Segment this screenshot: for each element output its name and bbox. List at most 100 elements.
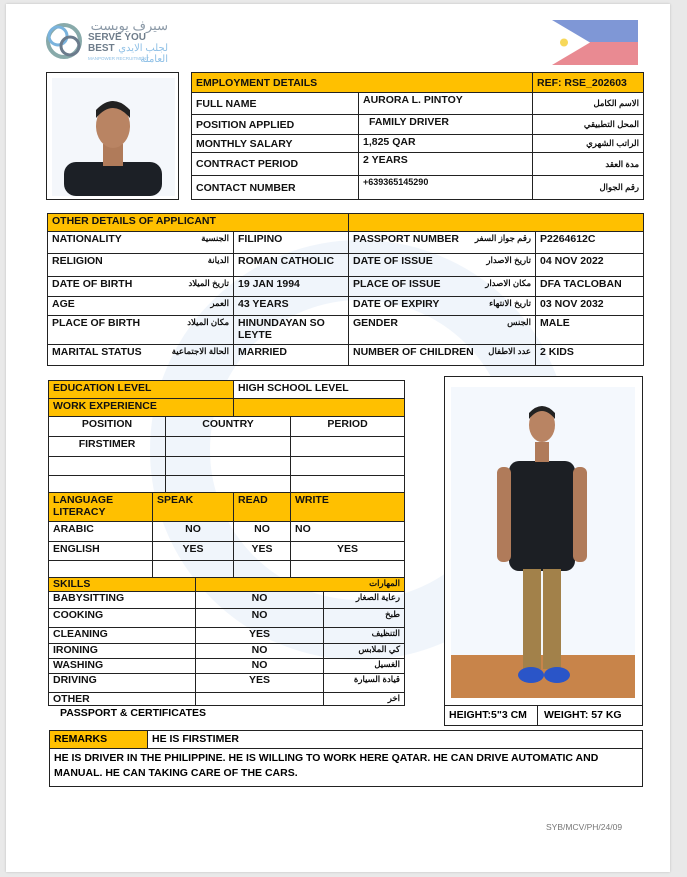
- passport-certificates-label: PASSPORT & CERTIFICATES: [60, 707, 207, 719]
- table-row: BABYSITTING NO رعاية الصغار: [48, 591, 405, 609]
- skill: DRIVING: [48, 673, 196, 693]
- label-cell: AGE العمر: [47, 296, 234, 316]
- label: PLACE OF ISSUE: [353, 278, 441, 290]
- col-header: SPEAK: [151, 492, 235, 522]
- remarks-text: HE IS DRIVER IN THE PHILIPPINE. HE IS WI…: [54, 752, 599, 779]
- position-value: FAMILY DRIVER: [357, 114, 534, 135]
- table-row: [48, 475, 406, 493]
- skill-value: YES: [195, 627, 324, 644]
- skills-title-ar: المهارات: [195, 577, 405, 592]
- value: 43 YEARS: [232, 296, 350, 316]
- table-row: ARABIC NO NO NO: [48, 521, 406, 542]
- label-cell: NATIONALITY الجنسية: [47, 231, 234, 254]
- remarks-box: REMARKS HE IS FIRSTIMER HE IS DRIVER IN …: [49, 730, 643, 787]
- col-header: COUNTRY: [164, 416, 292, 437]
- ref-number: REF: RSE_202603: [532, 72, 645, 93]
- table-row: DRIVING YES قيادة السيارة: [48, 673, 405, 693]
- label-ar: تاريخ الاصدار: [486, 255, 532, 265]
- label: POSITION APPLIED: [191, 114, 359, 135]
- table-row: CLEANING YES التنظيف: [48, 627, 405, 644]
- skill: BABYSITTING: [48, 591, 196, 609]
- logo-knot-icon: [46, 23, 82, 59]
- label: RELIGION: [52, 255, 103, 267]
- skill: WASHING: [48, 658, 196, 674]
- label-ar: تاريخ الميلاد: [188, 278, 229, 288]
- label-cell: PLACE OF ISSUE مكان الاصدار: [348, 276, 537, 297]
- skill-ar: التنظيف: [323, 627, 405, 644]
- language: ARABIC: [48, 521, 153, 542]
- label-ar: المحل التطبيقي: [532, 114, 645, 135]
- skill-value: NO: [195, 591, 324, 609]
- skill: CLEANING: [48, 627, 196, 644]
- label-ar: الجنس: [507, 317, 532, 327]
- skill-value: NO: [195, 658, 324, 674]
- company-logo: سيرف يوبست SERVE YOU BEST لجلب الايدي ال…: [44, 18, 174, 66]
- table-row: [48, 456, 406, 476]
- table-row: NATIONALITY الجنسية FILIPINO PASSPORT NUMBE…: [47, 231, 645, 254]
- table-row: RELIGION الديانة ROMAN CATHOLIC DATE OF ISS…: [47, 253, 645, 277]
- label: CONTRACT PERIOD: [191, 152, 359, 176]
- work-cell: [48, 456, 166, 476]
- label-ar: الديانة: [207, 255, 229, 265]
- remarks-label: REMARKS: [50, 731, 148, 749]
- label-ar: الحالة الاجتماعية: [171, 346, 229, 356]
- write: NO: [290, 521, 406, 542]
- table-row: FIRSTIMER: [48, 436, 406, 457]
- work-cell: [164, 456, 292, 476]
- contact-value: +639365145290: [357, 175, 534, 200]
- value: FILIPINO: [232, 231, 350, 254]
- skills-title: SKILLS: [48, 577, 196, 592]
- philippines-flag-icon: [552, 20, 638, 65]
- label-ar: رقم الجوال: [532, 175, 645, 200]
- table-row: COOKING NO طبخ: [48, 608, 405, 628]
- label-cell: DATE OF ISSUE تاريخ الاصدار: [348, 253, 537, 277]
- remarks-headline: HE IS FIRSTIMER: [148, 731, 642, 749]
- label: FULL NAME: [191, 92, 359, 115]
- employment-details-table: EMPLOYMENT DETAILS REF: RSE_202603 FULL N…: [190, 72, 645, 200]
- label-ar: رقم جواز السفر: [474, 233, 532, 243]
- education-value: HIGH SCHOOL LEVEL: [233, 380, 406, 399]
- work-cell: [164, 475, 292, 493]
- education-work-table: EDUCATION LEVEL HIGH SCHOOL LEVEL WORK EX…: [47, 380, 406, 578]
- speak: [151, 560, 235, 578]
- label-ar: تاريخ الانتهاء: [489, 298, 532, 308]
- label-cell: GENDER الجنس: [348, 315, 537, 345]
- label-cell: DATE OF EXPIRY تاريخ الانتهاء: [348, 296, 537, 316]
- label: NUMBER OF CHILDREN: [353, 346, 474, 358]
- label: GENDER: [353, 317, 398, 329]
- read: YES: [233, 541, 292, 561]
- label-cell: PASSPORT NUMBER رقم جواز السفر: [348, 231, 537, 254]
- label-cell: PLACE OF BIRTH مكان الميلاد: [47, 315, 234, 345]
- value: 19 JAN 1994: [232, 276, 350, 297]
- label: CONTACT NUMBER: [191, 175, 359, 200]
- label-ar: عدد الاطفال: [488, 346, 532, 356]
- label-ar: مدة العقد: [532, 152, 645, 176]
- label: DATE OF BIRTH: [52, 278, 133, 290]
- work-cell: [290, 475, 406, 493]
- education-label: EDUCATION LEVEL: [47, 380, 235, 399]
- work-cell: [290, 436, 406, 457]
- label: DATE OF ISSUE: [353, 255, 433, 267]
- skill-ar: قيادة السيارة: [323, 673, 405, 693]
- table-row: ENGLISH YES YES YES: [48, 541, 406, 561]
- full-body-photo-frame: HEIGHT:5"3 CM WEIGHT: 57 KG: [444, 376, 643, 726]
- work-experience-title: WORK EXPERIENCE: [47, 398, 235, 417]
- col-header: WRITE: [290, 492, 406, 522]
- height-value: HEIGHT:5"3 CM: [445, 705, 538, 726]
- read: NO: [233, 521, 292, 542]
- label: NATIONALITY: [52, 233, 122, 245]
- table-row: OTHER اخر: [48, 692, 405, 706]
- skill-ar: الغسيل: [323, 658, 405, 674]
- value: 03 NOV 2032: [535, 296, 645, 316]
- speak: NO: [151, 521, 235, 542]
- label: MARITAL STATUS: [52, 346, 142, 358]
- language: ENGLISH: [48, 541, 153, 561]
- label: PASSPORT NUMBER: [353, 233, 459, 245]
- table-row: IRONING NO كي الملابس: [48, 643, 405, 659]
- table-row: WASHING NO الغسيل: [48, 658, 405, 674]
- value: 04 NOV 2022: [535, 253, 645, 277]
- value: DFA TACLOBAN: [535, 276, 645, 297]
- label-ar: العمر: [210, 298, 229, 308]
- work-cell: [164, 436, 292, 457]
- label-cell: NUMBER OF CHILDREN عدد الاطفال: [348, 344, 537, 366]
